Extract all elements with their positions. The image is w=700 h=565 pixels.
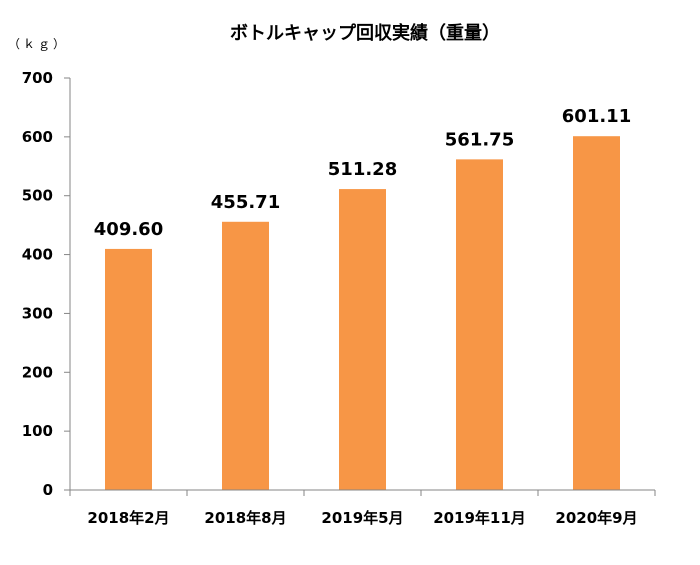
- data-label-4: 601.11: [562, 106, 631, 127]
- axes-group: [64, 77, 656, 496]
- data-label-2: 511.28: [328, 159, 397, 180]
- y-tick-label-3: 300: [22, 304, 53, 322]
- chart-title: ボトルキャップ回収実績（重量）: [230, 22, 500, 44]
- bar-1: [222, 221, 269, 491]
- y-tick-label-7: 700: [22, 69, 53, 87]
- y-tick-label-0: 0: [43, 481, 53, 499]
- x-tick-label-4: 2020年9月: [555, 509, 637, 527]
- x-tick-label-3: 2019年11月: [433, 509, 526, 527]
- x-tick-label-2: 2019年5月: [321, 509, 403, 527]
- y-tick-label-6: 600: [22, 128, 53, 146]
- y-axis-unit-label: （ｋｇ）: [8, 37, 68, 51]
- bars-group: [105, 136, 620, 491]
- bar-2: [339, 189, 386, 490]
- y-tick-label-4: 400: [22, 246, 53, 264]
- y-tick-label-5: 500: [22, 187, 53, 205]
- bar-3: [456, 159, 503, 490]
- x-tick-labels: 2018年2月 2018年8月 2019年5月 2019年11月 2020年9月: [87, 509, 637, 527]
- data-label-1: 455.71: [211, 192, 280, 213]
- x-tick-label-1: 2018年8月: [204, 509, 286, 527]
- y-tick-labels: 0 100 200 300 400 500 600 700: [22, 69, 53, 499]
- data-labels: 409.60 455.71 511.28 561.75 601.11: [94, 106, 631, 240]
- data-label-3: 561.75: [445, 129, 514, 150]
- x-tick-label-0: 2018年2月: [87, 509, 169, 527]
- y-tick-label-2: 200: [22, 363, 53, 381]
- data-label-0: 409.60: [94, 219, 163, 240]
- y-tick-label-1: 100: [22, 422, 53, 440]
- bar-4: [573, 136, 620, 490]
- bar-0: [105, 248, 152, 490]
